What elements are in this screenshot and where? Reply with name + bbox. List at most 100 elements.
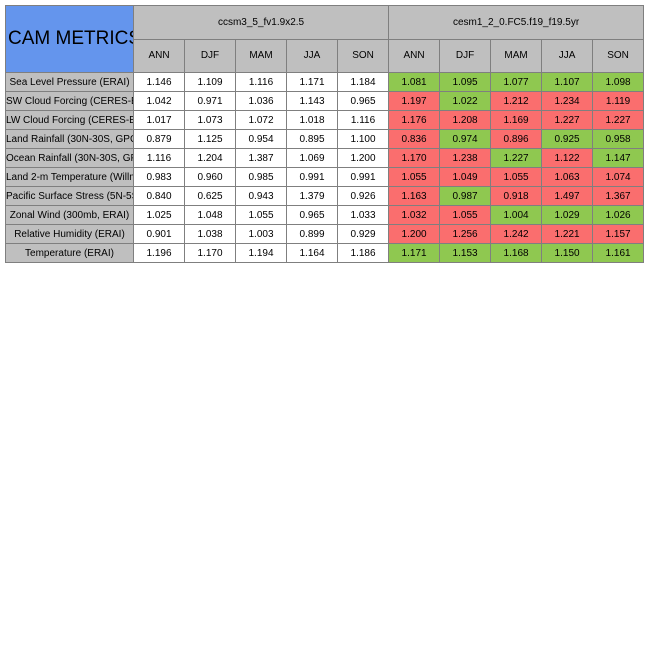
value-cell: 1.018 — [286, 110, 338, 130]
value-cell: 1.055 — [490, 167, 543, 187]
table-row: Land 2-m Temperature (Willmott)0.9830.96… — [5, 167, 645, 187]
value-cell: 0.965 — [286, 205, 338, 225]
season-header-row: ANN DJF MAM JJA SON ANN DJF MAM JJA SON — [6, 38, 645, 73]
value-cell: 1.196 — [133, 243, 185, 263]
metric-label: Zonal Wind (300mb, ERAI) — [5, 205, 134, 225]
value-cell: 0.991 — [336, 167, 390, 187]
table-row: SW Cloud Forcing (CERES-EBAF)1.0420.9711… — [5, 91, 645, 111]
value-cell: 1.234 — [541, 91, 594, 111]
value-cell: 1.157 — [592, 224, 645, 244]
metric-label: Relative Humidity (ERAI) — [5, 224, 134, 244]
value-cell: 1.025 — [133, 205, 185, 225]
value-cell: 1.055 — [388, 167, 441, 187]
value-cell: 1.036 — [235, 91, 287, 111]
season-header-jja: JJA — [286, 38, 338, 73]
value-cell: 0.991 — [286, 167, 338, 187]
value-cell: 1.227 — [541, 110, 594, 130]
value-cell: 1.073 — [184, 110, 236, 130]
value-cell: 1.497 — [541, 186, 594, 206]
value-cell: 1.109 — [184, 72, 236, 92]
value-cell: 0.925 — [541, 129, 594, 149]
value-cell: 1.004 — [490, 205, 543, 225]
metric-label: Land 2-m Temperature (Willmott) — [5, 167, 134, 187]
model-header-1: ccsm3_5_fv1.9x2.5 — [132, 5, 390, 40]
season-header-mam: MAM — [490, 38, 543, 73]
value-cell: 1.186 — [336, 243, 390, 263]
value-cell: 1.208 — [439, 110, 492, 130]
value-cell: 1.017 — [133, 110, 185, 130]
value-cell: 1.204 — [184, 148, 236, 168]
value-cell: 1.171 — [388, 243, 441, 263]
value-cell: 1.122 — [541, 148, 594, 168]
season-header-son: SON — [336, 38, 390, 73]
value-cell: 0.971 — [184, 91, 236, 111]
metric-label: Ocean Rainfall (30N-30S, GPCP) — [5, 148, 134, 168]
metric-label: Temperature (ERAI) — [5, 243, 134, 263]
metric-label: Sea Level Pressure (ERAI) — [5, 72, 134, 92]
value-cell: 0.896 — [490, 129, 543, 149]
value-cell: 1.200 — [336, 148, 390, 168]
metric-label: LW Cloud Forcing (CERES-EBAF) — [5, 110, 134, 130]
value-cell: 1.077 — [490, 72, 543, 92]
value-cell: 1.146 — [133, 72, 185, 92]
value-cell: 1.048 — [184, 205, 236, 225]
value-cell: 0.983 — [133, 167, 185, 187]
value-cell: 0.929 — [336, 224, 390, 244]
value-cell: 1.200 — [388, 224, 441, 244]
value-cell: 1.063 — [541, 167, 594, 187]
value-cell: 1.387 — [235, 148, 287, 168]
value-cell: 1.194 — [235, 243, 287, 263]
value-cell: 1.164 — [286, 243, 338, 263]
value-cell: 1.100 — [336, 129, 390, 149]
value-cell: 0.836 — [388, 129, 441, 149]
value-cell: 1.197 — [388, 91, 441, 111]
value-cell: 1.029 — [541, 205, 594, 225]
value-cell: 1.227 — [592, 110, 645, 130]
value-cell: 1.256 — [439, 224, 492, 244]
season-header-son: SON — [592, 38, 645, 73]
value-cell: 0.879 — [133, 129, 185, 149]
season-header-djf: DJF — [184, 38, 236, 73]
value-cell: 1.042 — [133, 91, 185, 111]
value-cell: 1.074 — [592, 167, 645, 187]
value-cell: 0.960 — [184, 167, 236, 187]
metric-label: Land Rainfall (30N-30S, GPCP) — [5, 129, 134, 149]
value-cell: 1.038 — [184, 224, 236, 244]
value-cell: 1.171 — [286, 72, 338, 92]
value-cell: 1.072 — [235, 110, 287, 130]
table-row: LW Cloud Forcing (CERES-EBAF)1.0171.0731… — [5, 110, 645, 130]
table-row: Pacific Surface Stress (5N-5S,ERAI)0.840… — [5, 186, 645, 206]
value-cell: 1.143 — [286, 91, 338, 111]
season-header-jja: JJA — [541, 38, 594, 73]
value-cell: 0.943 — [235, 186, 287, 206]
table-title: CAM METRICS — [5, 5, 134, 73]
value-cell: 1.163 — [388, 186, 441, 206]
value-cell: 0.899 — [286, 224, 338, 244]
value-cell: 0.895 — [286, 129, 338, 149]
value-cell: 1.125 — [184, 129, 236, 149]
value-cell: 1.032 — [388, 205, 441, 225]
value-cell: 1.169 — [490, 110, 543, 130]
value-cell: 1.227 — [490, 148, 543, 168]
value-cell: 1.150 — [541, 243, 594, 263]
value-cell: 0.987 — [439, 186, 492, 206]
value-cell: 1.153 — [439, 243, 492, 263]
table-row: Zonal Wind (300mb, ERAI) 1.025 1.048 1.055 0… — [5, 205, 645, 225]
value-cell: 0.625 — [184, 186, 236, 206]
value-cell: 1.069 — [286, 148, 338, 168]
table-row: Ocean Rainfall (30N-30S, GPCP)1.1161.204… — [5, 148, 645, 168]
value-cell: 1.176 — [388, 110, 441, 130]
season-header-ann: ANN — [133, 38, 185, 73]
value-cell: 1.049 — [439, 167, 492, 187]
value-cell: 1.367 — [592, 186, 645, 206]
value-cell: 1.184 — [336, 72, 390, 92]
value-cell: 0.958 — [592, 129, 645, 149]
metric-label: SW Cloud Forcing (CERES-EBAF) — [5, 91, 134, 111]
season-header-ann: ANN — [388, 38, 441, 73]
table-row: Land Rainfall (30N-30S, GPCP) 0.879 1.125 0… — [5, 129, 645, 149]
value-cell: 0.901 — [133, 224, 185, 244]
metric-label: Pacific Surface Stress (5N-5S,ERAI) — [5, 186, 134, 206]
value-cell: 0.918 — [490, 186, 543, 206]
value-cell: 1.170 — [184, 243, 236, 263]
value-cell: 0.840 — [133, 186, 185, 206]
